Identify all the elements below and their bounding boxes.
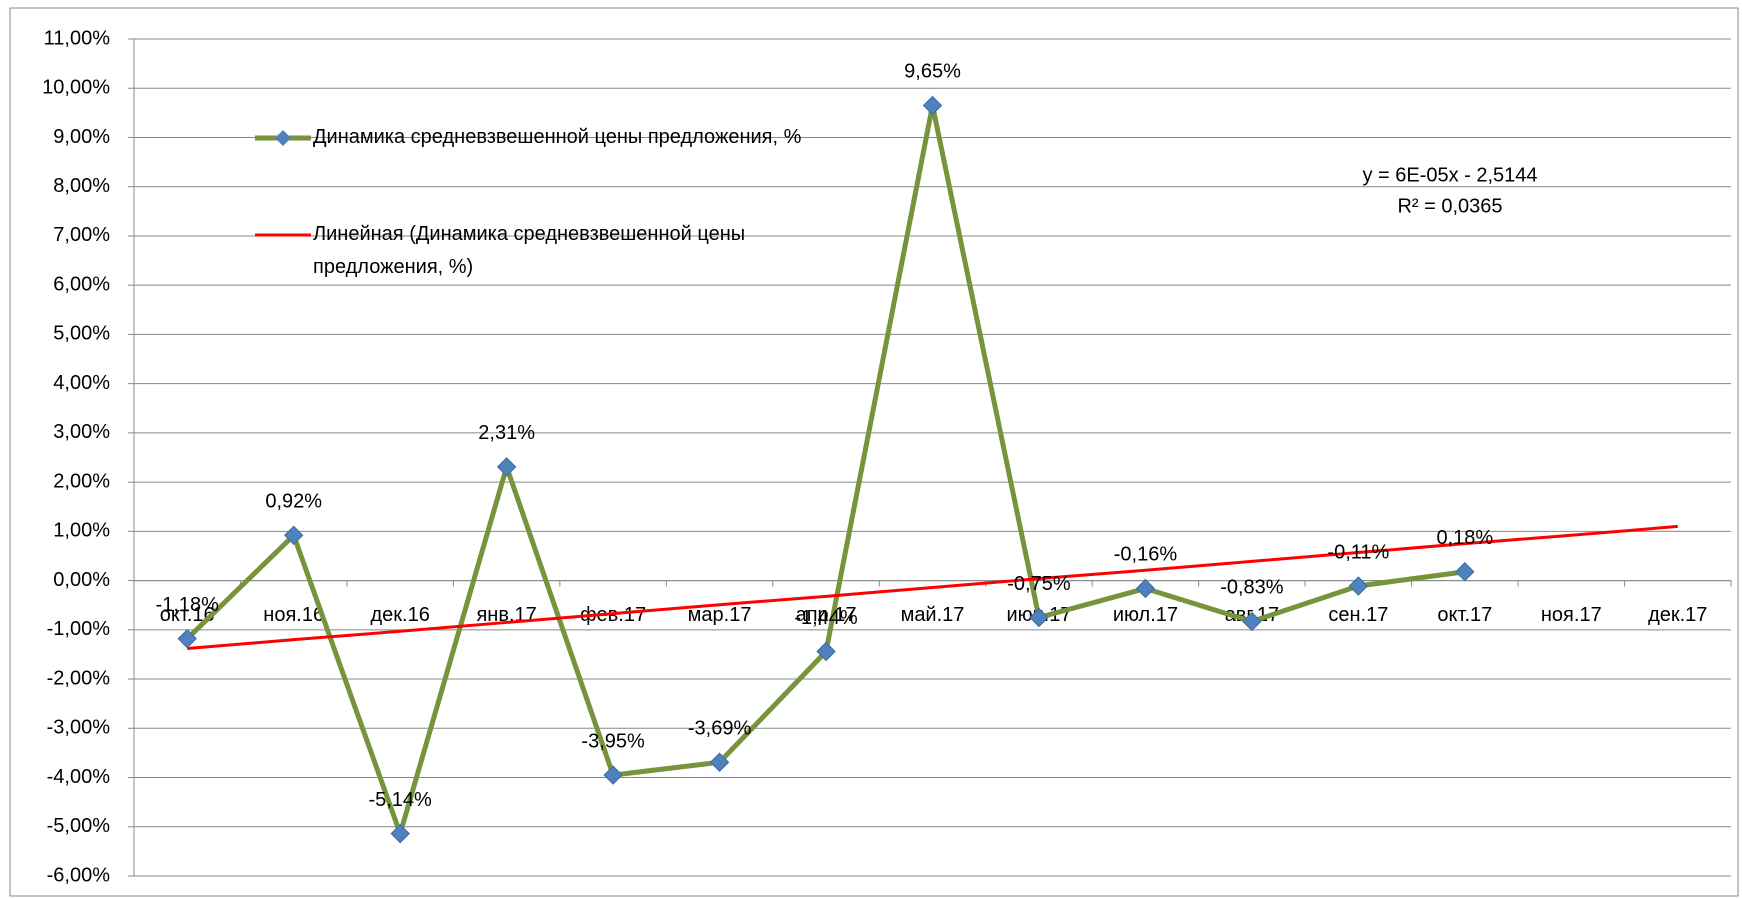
x-tick-label: апр.17 (796, 604, 857, 626)
x-tick-label: дек.16 (370, 604, 429, 626)
y-tick-label: -2,00% (47, 667, 111, 689)
x-tick-label: мар.17 (688, 604, 752, 626)
y-tick-label: 4,00% (53, 372, 110, 394)
series-line (187, 524, 1678, 651)
x-tick-label: май.17 (901, 604, 965, 626)
legend-label: Линейная (Динамика средневзвешенной цены… (313, 223, 746, 278)
y-tick-label: 2,00% (53, 470, 110, 492)
y-tick-label: -6,00% (47, 864, 111, 886)
y-tick-label: -4,00% (47, 766, 111, 788)
x-tick-label: окт.16 (160, 604, 215, 626)
x-tick-label: сен.17 (1328, 604, 1388, 626)
data-marker (283, 525, 304, 545)
x-tick-label: окт.17 (1437, 604, 1492, 626)
series-line (185, 102, 1466, 837)
data-marker (496, 457, 517, 477)
data-marker (177, 628, 197, 649)
data-marker (603, 765, 623, 785)
data-label: -1,18% (156, 594, 220, 616)
y-tick-label: 10,00% (42, 77, 110, 99)
data-label: 2,31% (478, 422, 535, 444)
data-marker (1029, 607, 1049, 628)
data-marker (1348, 576, 1369, 596)
data-marker (1455, 562, 1475, 582)
data-marker (1135, 578, 1156, 599)
x-tick-label: июл.17 (1113, 604, 1178, 626)
legend-marker (275, 130, 291, 146)
data-marker (390, 823, 410, 844)
chart-frame (9, 7, 1739, 897)
y-tick-label: 3,00% (53, 421, 110, 443)
legend-label: Динамика средневзвешенной цены предложен… (313, 126, 802, 148)
data-label: -1,44% (794, 607, 858, 629)
y-tick-label: -5,00% (47, 815, 111, 837)
data-marker (816, 641, 836, 662)
legend-entry: Динамика средневзвешенной цены предложен… (313, 126, 802, 148)
trend-equation: y = 6E-05x - 2,5144 (1362, 164, 1537, 186)
y-tick-label: 9,00% (53, 126, 110, 148)
y-tick-label: -1,00% (47, 618, 111, 640)
data-marker (1242, 611, 1262, 632)
x-tick-label: ноя.17 (1541, 604, 1602, 626)
data-label: -0,75% (1007, 573, 1071, 595)
data-label: 0,92% (265, 491, 322, 513)
data-label: -3,95% (581, 730, 645, 752)
data-label: -0,11% (1327, 541, 1389, 563)
data-label: -3,69% (688, 718, 752, 740)
trend-r2: R² = 0,0365 (1397, 195, 1502, 217)
y-tick-label: 5,00% (53, 323, 110, 345)
x-tick-label: ноя.16 (263, 604, 324, 626)
y-tick-label: -3,00% (47, 717, 111, 739)
x-tick-label: дек.17 (1648, 604, 1707, 626)
legend-entry: Линейная (Динамика средневзвешенной цены… (313, 223, 746, 278)
y-tick-label: 1,00% (53, 520, 110, 542)
y-tick-label: 6,00% (53, 273, 110, 295)
y-tick-label: 11,00% (44, 27, 111, 49)
y-tick-label: 7,00% (53, 224, 110, 246)
y-tick-label: 0,00% (53, 569, 110, 591)
data-label: -0,83% (1220, 577, 1284, 599)
data-label: -0,16% (1114, 544, 1178, 566)
data-label: 9,65% (904, 61, 961, 83)
data-marker (709, 752, 730, 772)
data-label: 0,18% (1436, 527, 1493, 549)
data-label: -5,14% (368, 789, 432, 811)
data-marker (922, 95, 943, 116)
y-tick-label: 8,00% (53, 175, 110, 197)
